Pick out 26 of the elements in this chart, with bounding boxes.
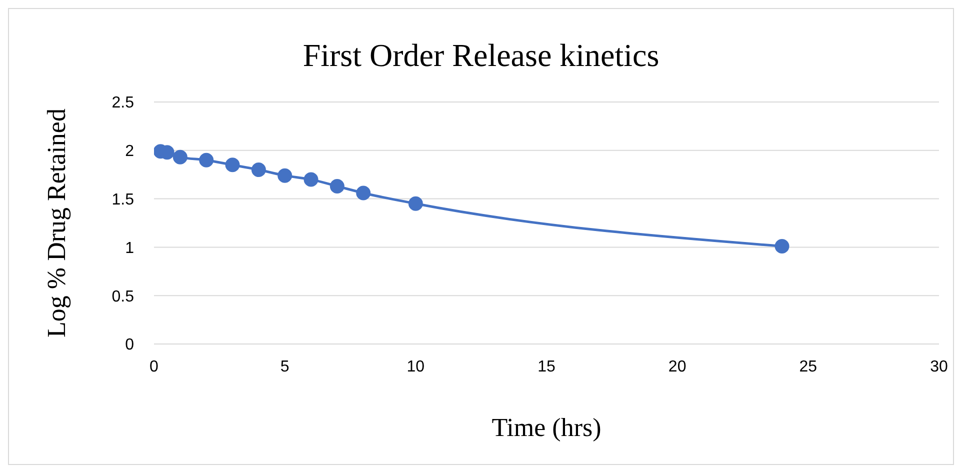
y-tick-label: 0.5	[112, 288, 134, 306]
y-tick-label: 2.5	[112, 94, 134, 112]
point	[278, 168, 292, 183]
point	[304, 172, 318, 187]
point	[330, 178, 344, 194]
x-tick-label: 30	[930, 358, 948, 376]
x-tick-label: 10	[406, 358, 425, 376]
point	[199, 152, 214, 168]
point	[408, 196, 423, 211]
x-tick-label: 5	[280, 358, 290, 376]
x-tick-label: 15	[538, 358, 556, 376]
y-tick-label: 1.5	[112, 191, 134, 208]
point	[251, 162, 266, 178]
point	[774, 238, 790, 254]
y-tick-label: 1	[125, 240, 134, 257]
x-tick-label: 25	[799, 358, 818, 376]
x-axis-title: Time (hrs)	[490, 413, 602, 443]
y-tick-label: 0	[125, 336, 134, 354]
y-axis-title: Log % Drug Retained	[42, 108, 72, 338]
point	[356, 186, 371, 200]
point	[172, 150, 188, 164]
x-tick-label: 20	[668, 358, 686, 376]
y-tick-label: 2	[125, 143, 134, 160]
point	[225, 158, 240, 172]
x-tick-label: 0	[150, 358, 159, 376]
chart-title: First Order Release kinetics	[302, 37, 660, 74]
